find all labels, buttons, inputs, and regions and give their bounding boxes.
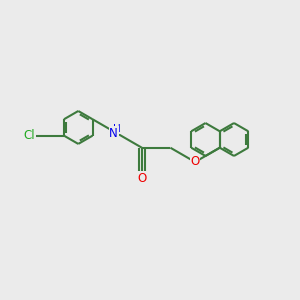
- Text: Cl: Cl: [24, 129, 35, 142]
- Text: O: O: [190, 155, 200, 169]
- Text: N: N: [109, 127, 118, 140]
- Text: H: H: [113, 124, 121, 134]
- Text: O: O: [137, 172, 146, 185]
